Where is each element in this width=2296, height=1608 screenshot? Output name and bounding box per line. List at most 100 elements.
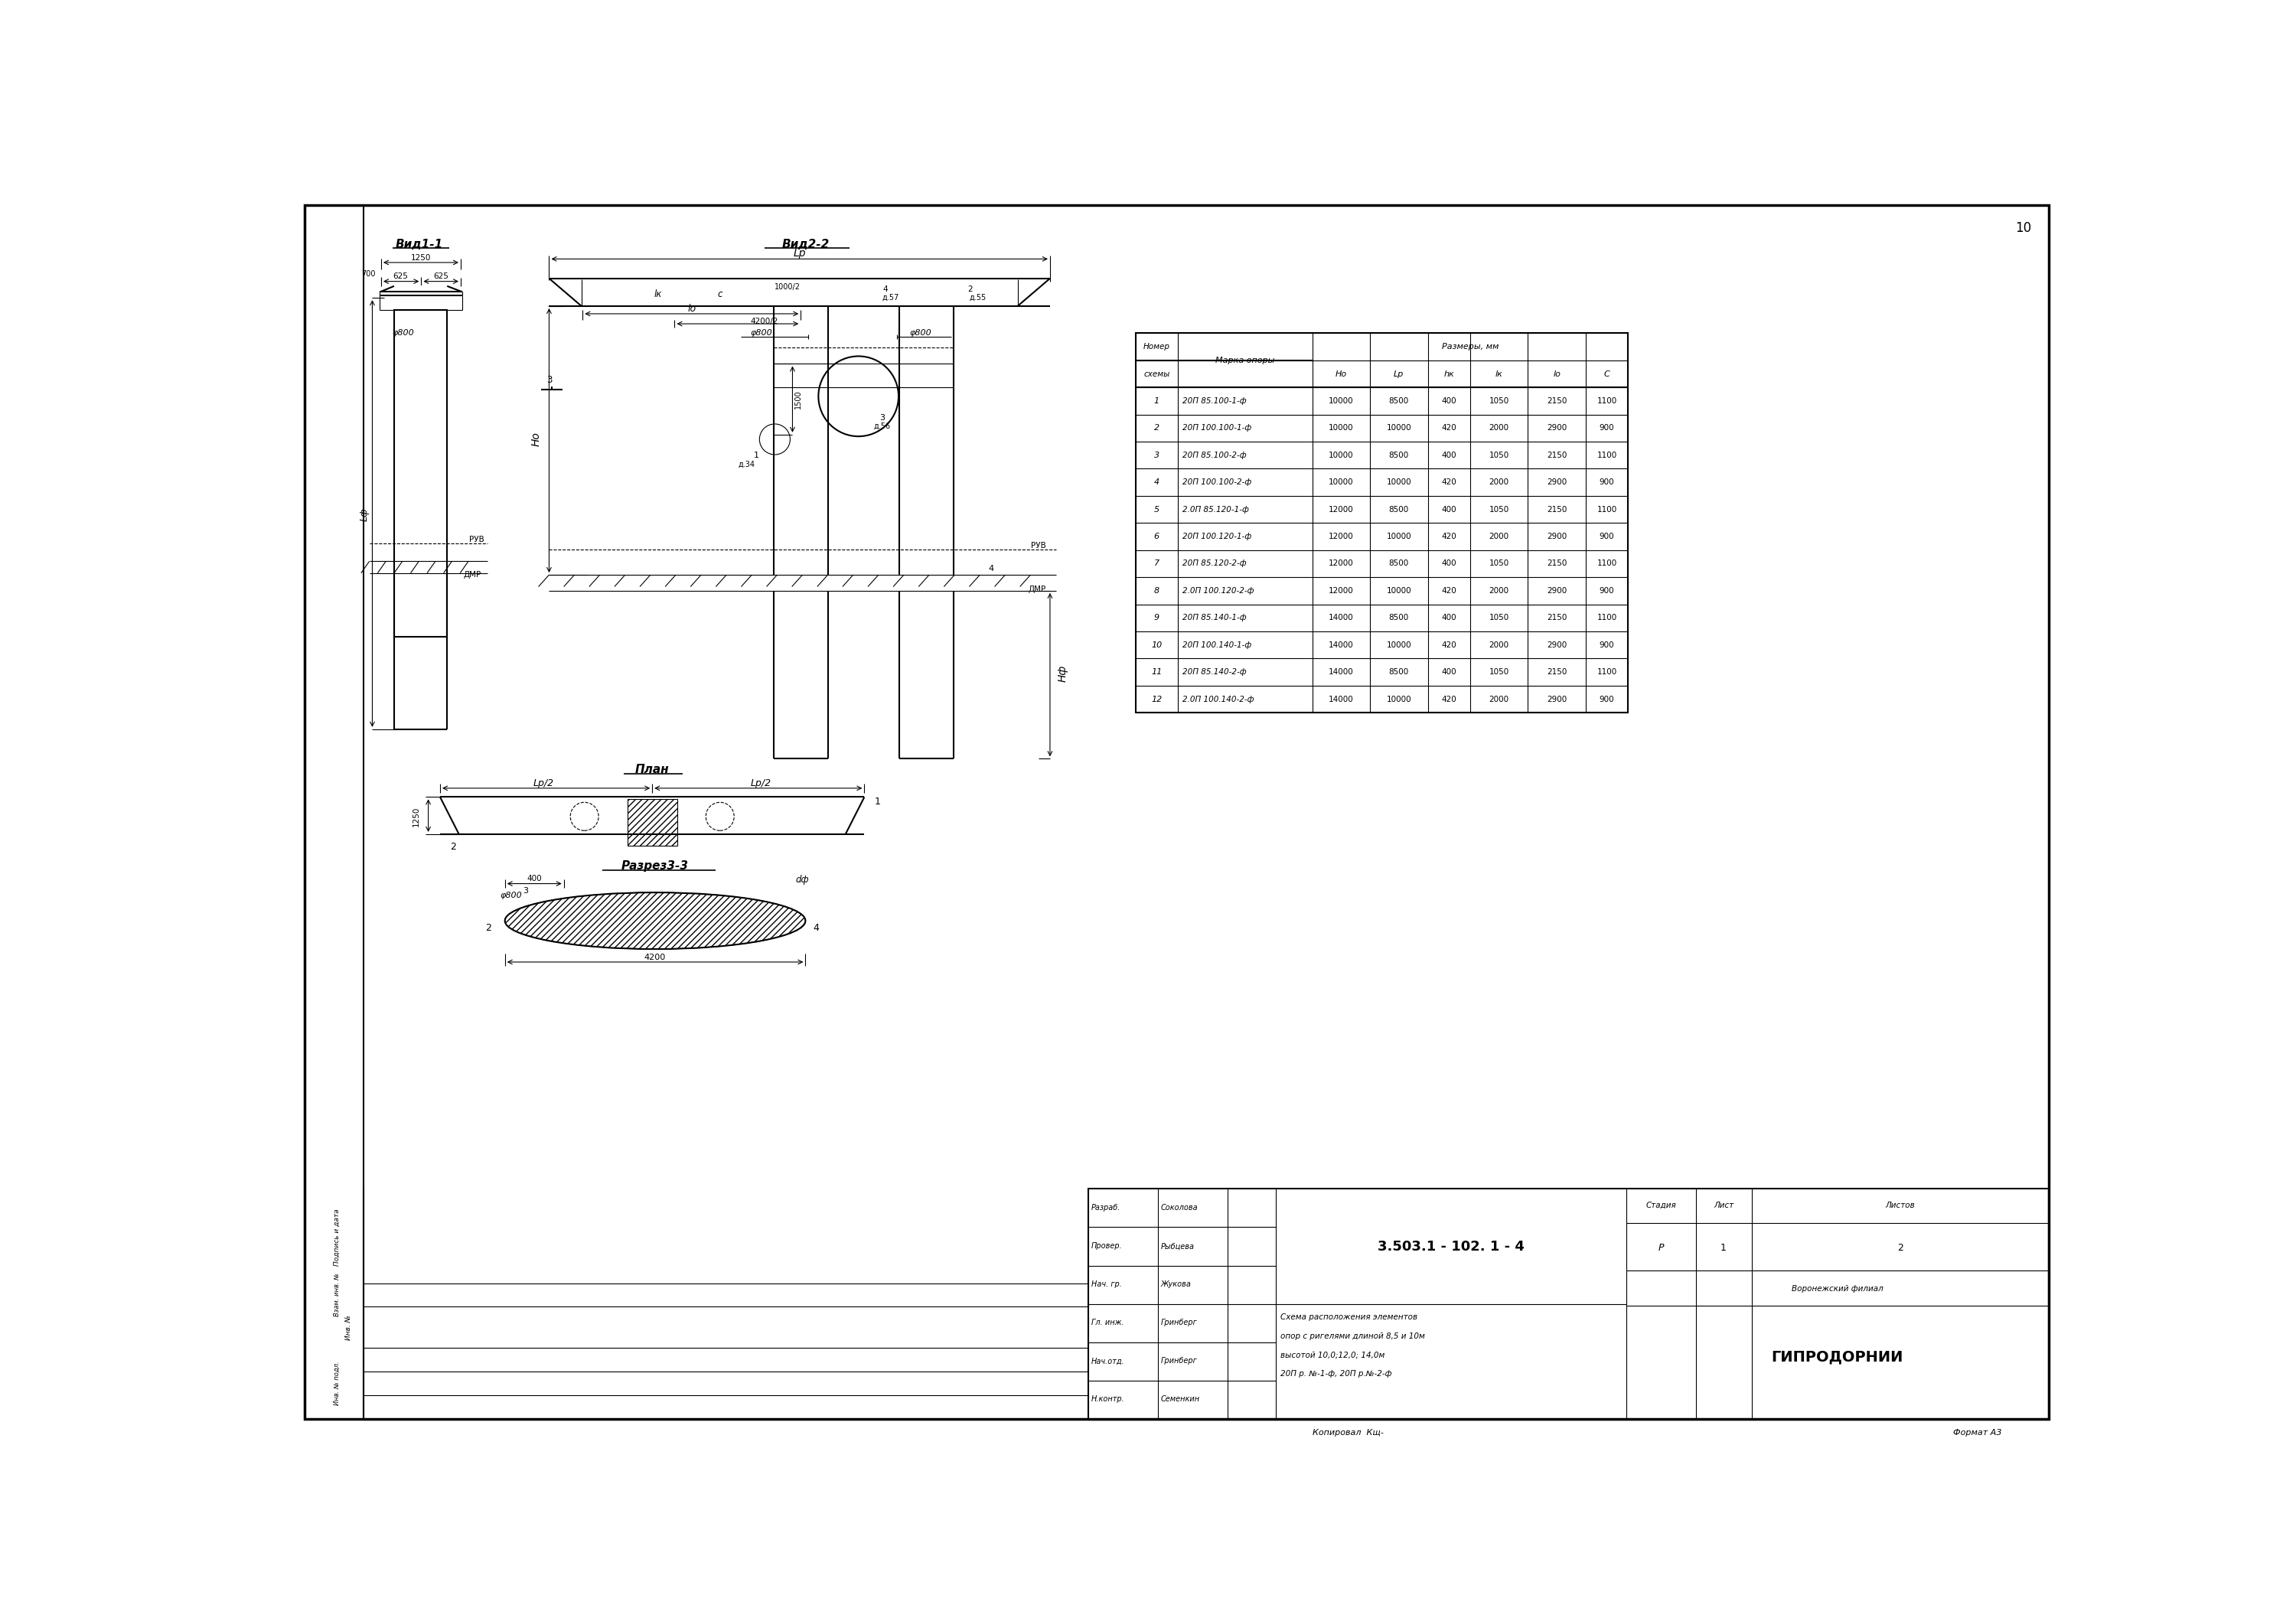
Text: lк: lк xyxy=(1495,370,1504,378)
Text: 400: 400 xyxy=(1442,452,1456,458)
Ellipse shape xyxy=(505,892,806,949)
Text: С: С xyxy=(1605,370,1609,378)
Text: Соколова: Соколова xyxy=(1162,1204,1199,1211)
Text: 8500: 8500 xyxy=(1389,560,1410,568)
Text: Инв. №: Инв. № xyxy=(344,1315,351,1339)
Text: Воронежский филиал: Воронежский филиал xyxy=(1791,1285,1883,1293)
Text: д.34: д.34 xyxy=(737,460,755,468)
Text: д.56: д.56 xyxy=(872,421,891,429)
Text: 8: 8 xyxy=(1155,587,1159,595)
Text: Lр: Lр xyxy=(1394,370,1403,378)
Text: 12: 12 xyxy=(1150,695,1162,703)
Text: 2: 2 xyxy=(969,285,974,293)
Text: 3.503.1 - 102. 1 - 4: 3.503.1 - 102. 1 - 4 xyxy=(1378,1240,1525,1254)
Text: 700: 700 xyxy=(360,270,374,278)
Text: 1: 1 xyxy=(753,452,760,458)
Text: Жукова: Жукова xyxy=(1162,1280,1192,1288)
Text: 1: 1 xyxy=(1720,1243,1727,1253)
Text: 1100: 1100 xyxy=(1596,397,1616,405)
Text: 900: 900 xyxy=(1600,587,1614,595)
Text: 2150: 2150 xyxy=(1548,614,1566,622)
Text: 20П 85.120-2-ф: 20П 85.120-2-ф xyxy=(1182,560,1247,568)
Bar xyxy=(1088,1188,2048,1420)
Text: hк: hк xyxy=(1444,370,1453,378)
Text: 4: 4 xyxy=(1155,479,1159,486)
Text: 400: 400 xyxy=(1442,505,1456,513)
Text: Lр/2: Lр/2 xyxy=(533,778,553,788)
Text: 20П р. №-1-ф, 20П р.№-2-ф: 20П р. №-1-ф, 20П р.№-2-ф xyxy=(1281,1370,1391,1378)
Text: 2000: 2000 xyxy=(1490,587,1508,595)
Text: 2000: 2000 xyxy=(1490,532,1508,540)
Text: 10000: 10000 xyxy=(1387,642,1412,648)
Text: 2000: 2000 xyxy=(1490,695,1508,703)
Text: Копировал  Кщ-: Копировал Кщ- xyxy=(1313,1430,1382,1436)
Text: 900: 900 xyxy=(1600,425,1614,433)
Text: 900: 900 xyxy=(1600,532,1614,540)
Text: Lф: Lф xyxy=(360,508,370,521)
Text: 5: 5 xyxy=(1155,505,1159,513)
Text: 3: 3 xyxy=(523,888,528,894)
Text: 8500: 8500 xyxy=(1389,505,1410,513)
Text: высотой 10,0;12,0; 14,0м: высотой 10,0;12,0; 14,0м xyxy=(1281,1351,1384,1359)
Text: Стадия: Стадия xyxy=(1646,1201,1676,1209)
Text: Схема расположения элементов: Схема расположения элементов xyxy=(1281,1314,1417,1322)
Text: 1050: 1050 xyxy=(1490,614,1508,622)
Text: 10: 10 xyxy=(1150,642,1162,648)
Text: 14000: 14000 xyxy=(1329,695,1355,703)
Text: ГИПРОДОРНИИ: ГИПРОДОРНИИ xyxy=(1770,1349,1903,1364)
Text: РУВ: РУВ xyxy=(468,535,484,544)
Text: 2150: 2150 xyxy=(1548,397,1566,405)
Text: 400: 400 xyxy=(526,875,542,883)
Text: 7: 7 xyxy=(1155,560,1159,568)
Text: 10000: 10000 xyxy=(1329,479,1355,486)
Text: 20П 85.140-2-ф: 20П 85.140-2-ф xyxy=(1182,669,1247,675)
Text: Разрез3-3: Разрез3-3 xyxy=(622,860,689,872)
Text: lо: lо xyxy=(687,304,696,314)
Text: lк: lк xyxy=(654,289,661,299)
Bar xyxy=(395,310,448,637)
Text: 2.0П 85.120-1-ф: 2.0П 85.120-1-ф xyxy=(1182,505,1249,513)
Text: 3: 3 xyxy=(879,415,884,421)
Text: 12000: 12000 xyxy=(1329,587,1355,595)
Text: 8500: 8500 xyxy=(1389,614,1410,622)
Text: 2: 2 xyxy=(484,923,491,933)
Text: схемы: схемы xyxy=(1143,370,1171,378)
Text: 2.0П 100.140-2-ф: 2.0П 100.140-2-ф xyxy=(1182,695,1254,703)
Text: 2150: 2150 xyxy=(1548,505,1566,513)
Text: 10000: 10000 xyxy=(1387,587,1412,595)
Text: 20П 85.100-2-ф: 20П 85.100-2-ф xyxy=(1182,452,1247,458)
Text: Номер: Номер xyxy=(1143,343,1171,351)
Text: Но: Но xyxy=(530,433,542,447)
Text: 20П 100.120-1-ф: 20П 100.120-1-ф xyxy=(1182,532,1251,540)
Text: Вид1-1: Вид1-1 xyxy=(395,240,443,251)
Text: 1100: 1100 xyxy=(1596,614,1616,622)
Text: Нач. гр.: Нач. гр. xyxy=(1091,1280,1123,1288)
Text: 20П 100.140-1-ф: 20П 100.140-1-ф xyxy=(1182,642,1251,648)
Text: 2: 2 xyxy=(1155,425,1159,433)
Text: 400: 400 xyxy=(1442,669,1456,675)
Text: 2000: 2000 xyxy=(1490,425,1508,433)
Text: φ800: φ800 xyxy=(501,891,521,899)
Text: 10000: 10000 xyxy=(1387,695,1412,703)
Text: 420: 420 xyxy=(1442,642,1456,648)
Text: 4: 4 xyxy=(987,564,994,572)
Text: 11: 11 xyxy=(1150,669,1162,675)
Text: 20П 100.100-2-ф: 20П 100.100-2-ф xyxy=(1182,479,1251,486)
Text: 2900: 2900 xyxy=(1548,587,1566,595)
Text: 900: 900 xyxy=(1600,642,1614,648)
Text: Рыбцева: Рыбцева xyxy=(1162,1243,1194,1249)
Bar xyxy=(627,799,677,846)
Text: ДМР: ДМР xyxy=(464,571,482,579)
Text: 9: 9 xyxy=(1155,614,1159,622)
Text: 4: 4 xyxy=(882,285,889,293)
Text: 6: 6 xyxy=(1155,532,1159,540)
Text: lо: lо xyxy=(1552,370,1561,378)
Text: Листов: Листов xyxy=(1885,1201,1915,1209)
Text: 1050: 1050 xyxy=(1490,397,1508,405)
Text: Семенкин: Семенкин xyxy=(1162,1396,1201,1404)
Text: 20П 85.100-1-ф: 20П 85.100-1-ф xyxy=(1182,397,1247,405)
Text: Разраб.: Разраб. xyxy=(1091,1204,1120,1211)
Text: 8500: 8500 xyxy=(1389,397,1410,405)
Text: 1050: 1050 xyxy=(1490,452,1508,458)
Text: с: с xyxy=(716,289,723,299)
